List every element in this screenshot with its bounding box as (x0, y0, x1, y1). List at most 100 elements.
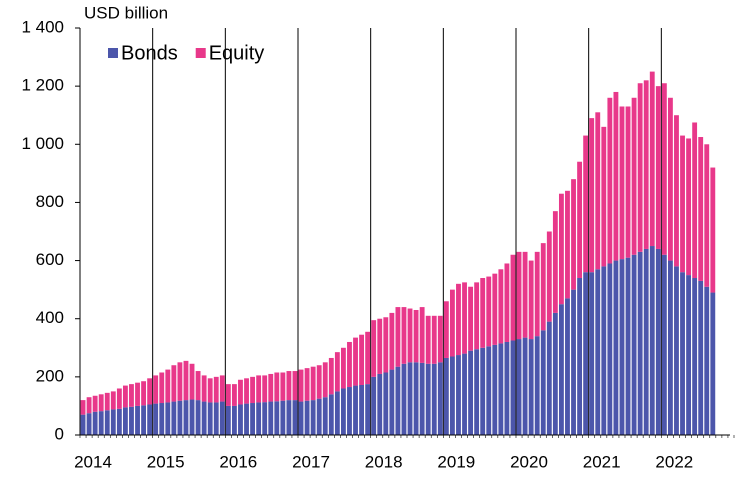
bar-segment (480, 347, 486, 435)
bar-segment (431, 363, 437, 435)
bar-segment (534, 336, 540, 435)
bar-segment (589, 272, 595, 435)
bar-segment (183, 400, 189, 435)
bar-segment (280, 372, 286, 401)
bar-segment (613, 260, 619, 435)
bar-segment (480, 278, 486, 348)
x-tick-label: 2019 (437, 452, 475, 471)
bar-segment (213, 376, 219, 403)
bar-segment (649, 246, 655, 435)
bar-segment (498, 269, 504, 344)
bar-segment (250, 403, 256, 435)
bar-segment (583, 272, 589, 435)
y-tick-label: 600 (36, 250, 64, 269)
bar-segment (619, 106, 625, 260)
bar-segment (238, 404, 243, 435)
y-tick-label: 400 (36, 308, 64, 327)
bar-segment (674, 266, 679, 435)
bar-segment (359, 384, 365, 435)
bar-segment (704, 286, 710, 435)
bar-segment (625, 106, 631, 258)
bar-segment (546, 231, 552, 322)
bar-segment (486, 346, 492, 435)
bar-segment (225, 384, 231, 406)
bar-segment (110, 409, 116, 435)
bar-segment (516, 251, 522, 340)
y-tick-label: 200 (36, 366, 64, 385)
bar-segment (522, 251, 528, 338)
bar-segment (298, 369, 304, 402)
bar-segment (238, 379, 243, 405)
bar-segment (698, 137, 704, 281)
bar-segment (135, 405, 140, 435)
bar-segment (571, 289, 576, 435)
bar-segment (371, 376, 377, 435)
bar-segment (516, 339, 522, 435)
bar-segment (577, 278, 583, 435)
bar-segment (86, 413, 92, 435)
bar-segment (377, 373, 383, 435)
bar-segment (177, 362, 183, 401)
bar-segment (419, 307, 425, 363)
bar-segment (353, 385, 358, 435)
bar-segment (674, 115, 679, 267)
bar-segment (704, 144, 710, 287)
bar-segment (601, 266, 607, 435)
x-tick-label: 2018 (365, 452, 403, 471)
bar-segment (159, 372, 165, 404)
bar-segment (456, 355, 461, 435)
bar-segment (419, 362, 425, 435)
bar-segment (147, 404, 153, 435)
bar-segment (201, 375, 207, 402)
bar-segment (292, 400, 298, 435)
bar-segment (340, 347, 346, 389)
y-tick-label: 1 000 (21, 134, 64, 153)
bar-segment (667, 260, 673, 435)
x-tick-label: 2015 (147, 452, 185, 471)
bar-segment (280, 400, 286, 435)
bar-segment (244, 378, 249, 404)
bar-segment (661, 254, 667, 435)
bar-segment (631, 97, 637, 255)
bar-segment (528, 260, 534, 340)
bar-segment (504, 263, 510, 342)
bar-segment (322, 397, 328, 435)
bar-segment (449, 356, 455, 435)
bar-segment (462, 353, 467, 435)
bar-segment (510, 254, 516, 341)
bar-segment (710, 292, 716, 435)
bar-segment (98, 411, 104, 435)
bar-segment (601, 126, 607, 267)
bar-segment (171, 401, 177, 435)
bar-segment (552, 312, 558, 435)
bar-segment (141, 381, 147, 406)
bar-segment (316, 398, 322, 435)
bar-segment (401, 363, 407, 435)
bar-segment (244, 403, 249, 435)
bar-segment (347, 341, 352, 388)
bar-segment (589, 118, 595, 273)
bar-segment (540, 243, 546, 331)
bar-segment (686, 275, 692, 435)
bar-segment (171, 365, 177, 402)
bar-segment (365, 384, 371, 435)
unit-label: USD billion (84, 3, 168, 22)
bar-segment (153, 403, 159, 435)
bar-segment (189, 399, 195, 435)
bar-segment (292, 371, 298, 401)
bar-segment (383, 317, 389, 373)
bar-segment (231, 405, 237, 435)
y-tick-label: 1 200 (21, 76, 64, 95)
bar-segment (80, 400, 86, 415)
bar-segment (86, 397, 92, 414)
bar-segment (334, 391, 340, 435)
x-tick-label: 2021 (583, 452, 621, 471)
x-tick-label: 2017 (292, 452, 330, 471)
bar-segment (165, 369, 171, 403)
bar-segment (268, 373, 274, 402)
bar-segment (492, 344, 498, 435)
bar-segment (116, 408, 122, 435)
bar-segment (595, 112, 601, 270)
bar-segment (195, 371, 201, 401)
